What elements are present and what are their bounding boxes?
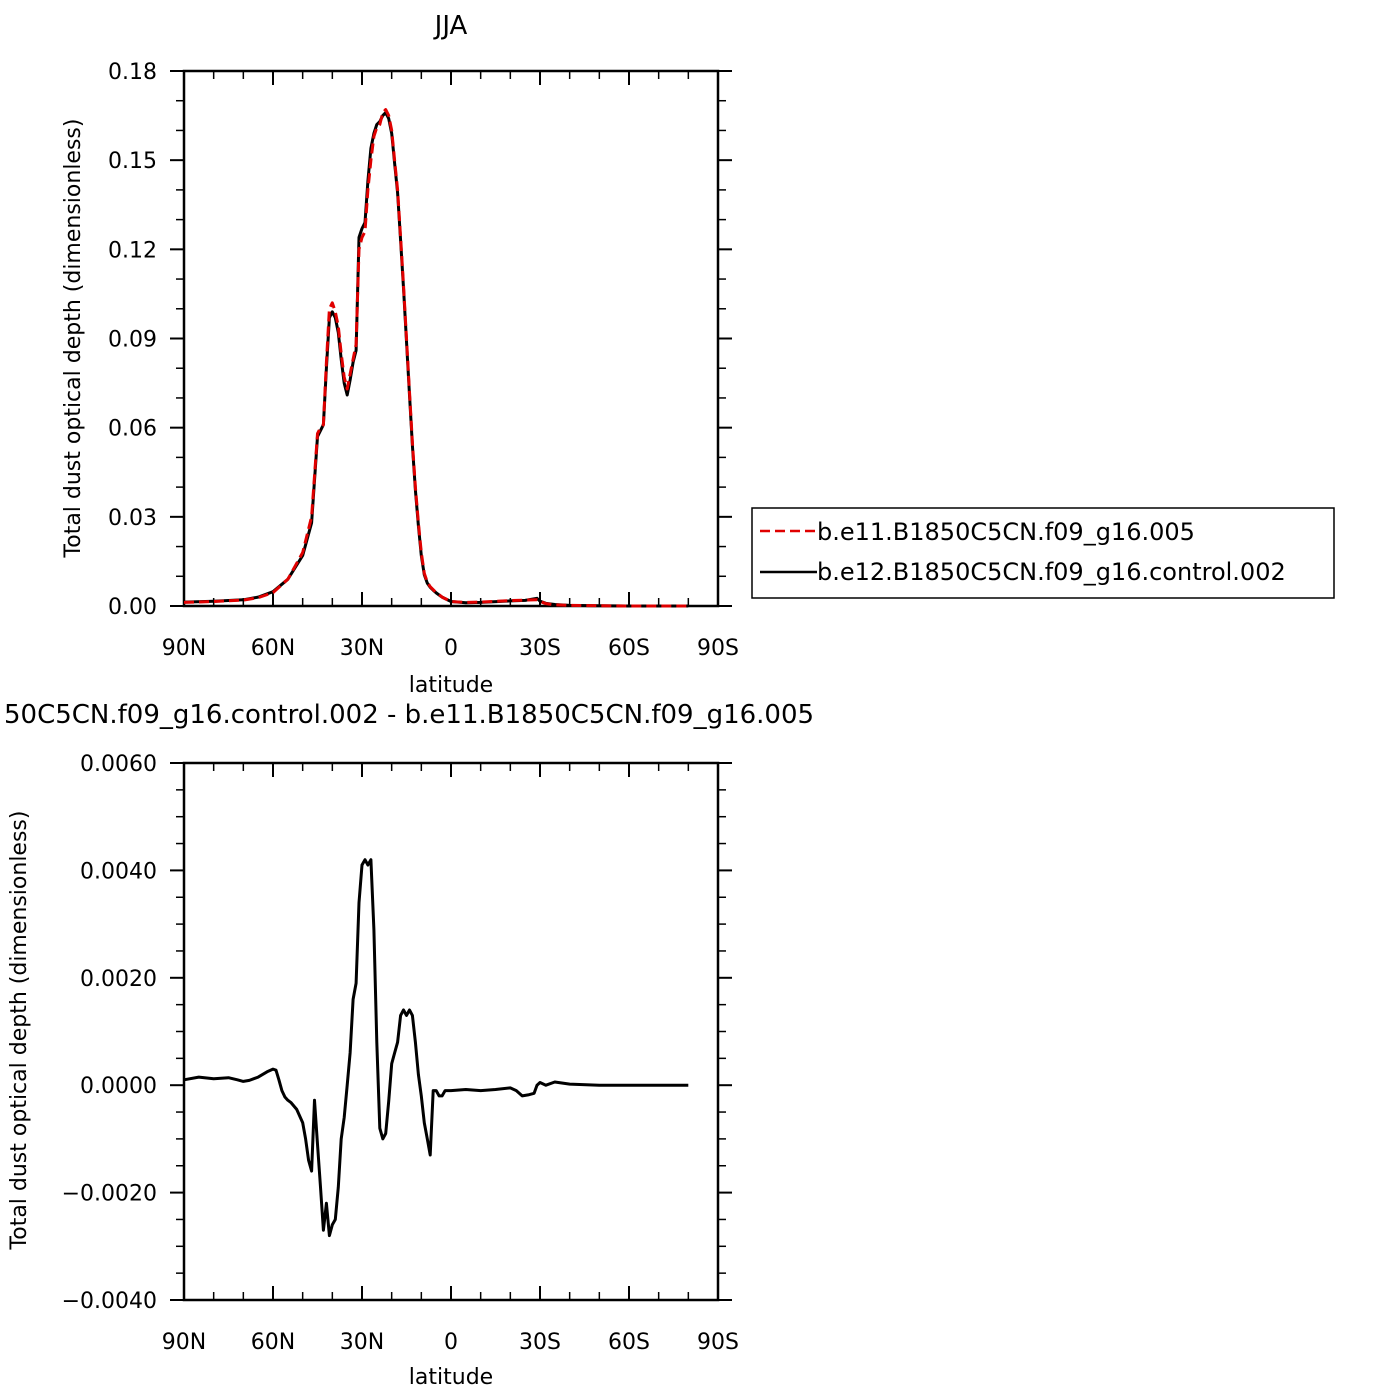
x-tick-label: 30N [340,1330,384,1355]
x-tick-label: 0 [444,636,458,661]
bottom-chart-title: 50C5CN.f09_g16.control.002 - b.e11.B1850… [4,700,814,730]
series-line-0 [183,108,689,608]
legend-label-1: b.e12.B1850C5CN.f09_g16.control.002 [817,558,1286,586]
y-tick-label: 0.0060 [80,752,157,777]
top-x-tick-labels: 90N 60N 30N 0 30S 60S 90S [162,636,739,661]
top-x-axis-label: latitude [409,673,493,698]
y-tick-label: −0.0020 [62,1182,157,1207]
x-tick-label: 60S [608,1330,650,1355]
y-tick-label: 0.06 [108,417,157,442]
x-tick-label: 30N [340,636,384,661]
top-plot-frame [182,69,720,608]
top-chart-title: JJA [433,11,468,41]
x-tick-label: 60N [251,636,295,661]
y-tick-label: 0.0000 [80,1074,157,1099]
top-ticks [170,70,732,607]
top-y-axis-label: Total dust optical depth (dimensionless) [61,119,86,559]
bottom-panel: 50C5CN.f09_g16.control.002 - b.e11.B1850… [4,700,814,1390]
y-tick-label: 0.09 [108,328,157,353]
legend-label-0: b.e11.B1850C5CN.f09_g16.005 [817,518,1195,546]
y-tick-label: 0.0040 [80,859,157,884]
bottom-x-tick-labels: 90N 60N 30N 0 30S 60S 90S [162,1330,739,1355]
x-tick-label: 30S [519,636,561,661]
y-tick-label: 0.00 [108,595,157,620]
top-y-tick-labels: 0.00 0.03 0.06 0.09 0.12 0.15 0.18 [108,60,157,620]
x-tick-label: 90S [697,1330,739,1355]
bottom-ticks [170,762,732,1301]
y-tick-label: 0.18 [108,60,157,85]
x-tick-label: 60N [251,1330,295,1355]
top-series [183,108,689,608]
series-line-0 [183,858,689,1238]
y-tick-label: 0.03 [108,506,157,531]
y-tick-label: 0.0020 [80,967,157,992]
y-tick-label: 0.15 [108,149,157,174]
top-panel: JJA 0.00 0.03 0.06 0.09 0.12 0.15 0.18 90N 60N 3… [61,11,739,698]
series-line-1 [183,111,689,608]
bottom-y-tick-labels: −0.0040 −0.0020 0.0000 0.0020 0.0040 0.0060 [62,752,157,1314]
legend-box [751,507,1335,599]
x-tick-label: 90S [697,636,739,661]
y-tick-label: 0.12 [108,238,157,263]
legend: b.e11.B1850C5CN.f09_g16.005 b.e12.B1850C… [751,507,1335,599]
x-tick-label: 30S [519,1330,561,1355]
x-tick-label: 60S [608,636,650,661]
bottom-series [183,858,689,1238]
x-tick-label: 90N [162,636,206,661]
x-tick-label: 0 [444,1330,458,1355]
x-tick-label: 90N [162,1330,206,1355]
bottom-plot-frame [182,761,720,1302]
bottom-x-axis-label: latitude [409,1365,493,1390]
y-tick-label: −0.0040 [62,1289,157,1314]
bottom-y-axis-label: Total dust optical depth (dimensionless) [7,811,32,1251]
